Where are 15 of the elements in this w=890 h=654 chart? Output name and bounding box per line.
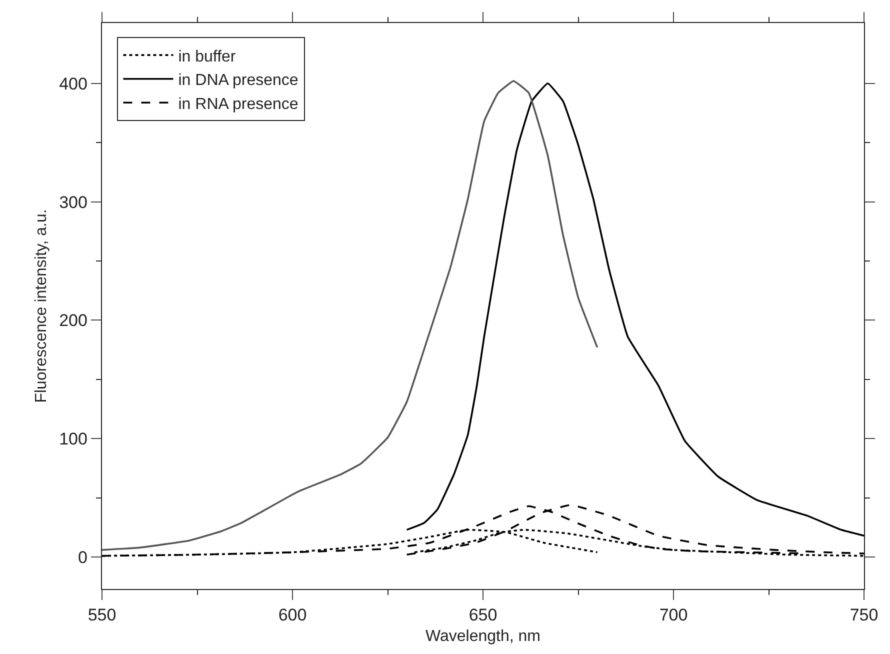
y-tick-label: 400 bbox=[59, 74, 88, 94]
x-tick-label: 550 bbox=[88, 606, 116, 625]
y-tick-label: 0 bbox=[78, 548, 88, 567]
x-tick-label: 600 bbox=[278, 606, 307, 625]
legend-label: in DNA presence bbox=[178, 72, 298, 90]
y-tick-label: 200 bbox=[59, 311, 88, 330]
y-tick-label: 300 bbox=[59, 192, 88, 212]
x-tick-label: 700 bbox=[659, 606, 688, 625]
x-axis-title: Wavelength, nm bbox=[425, 628, 541, 646]
x-tick-label: 650 bbox=[468, 606, 498, 625]
y-tick-label: 100 bbox=[59, 430, 88, 449]
y-axis-title: Fluorescence intensity, a.u. bbox=[32, 209, 50, 403]
legend-label: in buffer bbox=[178, 48, 236, 66]
x-tick-label: 750 bbox=[850, 606, 878, 625]
legend-label: in RNA presence bbox=[178, 96, 298, 113]
